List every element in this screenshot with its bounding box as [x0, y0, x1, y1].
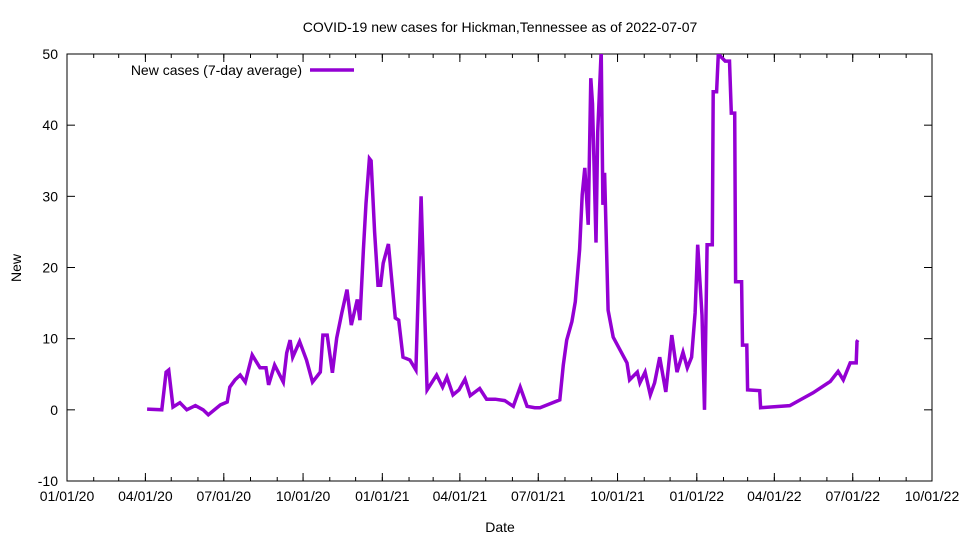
y-tick-label: 0 — [50, 402, 58, 418]
y-tick-label: 20 — [42, 260, 58, 276]
x-tick-label: 01/01/20 — [40, 488, 95, 504]
y-tick-label: 10 — [42, 331, 58, 347]
x-tick-label: 01/01/21 — [355, 488, 410, 504]
y-tick-label: -10 — [38, 473, 58, 489]
x-tick-label: 10/01/22 — [905, 488, 960, 504]
x-tick-label: 04/01/22 — [747, 488, 802, 504]
x-tick-label: 04/01/20 — [118, 488, 173, 504]
chart-title: COVID-19 new cases for Hickman,Tennessee… — [303, 19, 698, 35]
x-tick-label: 07/01/21 — [511, 488, 566, 504]
series-line — [147, 54, 860, 418]
x-tick-label: 10/01/21 — [590, 488, 645, 504]
x-tick-label: 07/01/20 — [197, 488, 252, 504]
plot-border — [66, 53, 933, 482]
legend-label: New cases (7-day average) — [131, 62, 302, 78]
x-tick-label: 07/01/22 — [825, 488, 880, 504]
y-tick-label: 30 — [42, 188, 58, 204]
series-group — [147, 54, 860, 418]
x-tick-label: 10/01/20 — [276, 488, 331, 504]
y-axis-label: New — [8, 253, 24, 282]
axes: -10 0 10 20 30 40 50 01/01/20 04/01/20 07/01/20 10… — [38, 46, 960, 504]
x-tick-label: 04/01/21 — [433, 488, 488, 504]
x-tick-label: 01/01/22 — [670, 488, 725, 504]
y-tick-label: 40 — [42, 117, 58, 133]
x-axis-label: Date — [485, 519, 515, 535]
legend: New cases (7-day average) — [131, 62, 354, 78]
y-tick-label: 50 — [42, 46, 58, 62]
